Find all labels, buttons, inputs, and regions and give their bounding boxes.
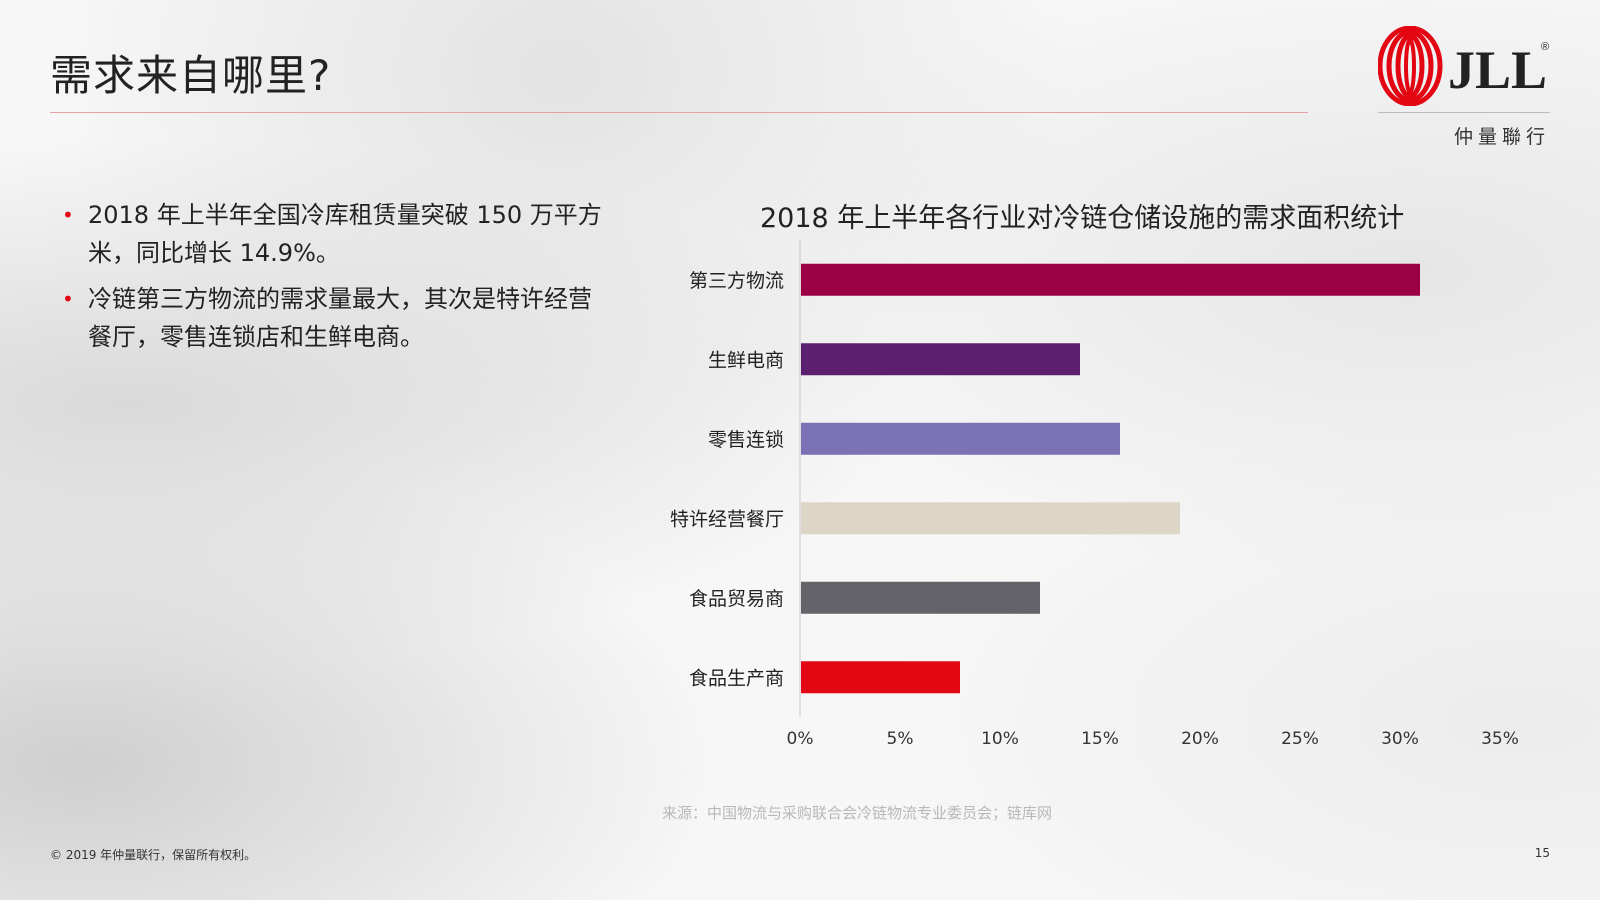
logo-registered-mark: ® — [1541, 41, 1549, 53]
jll-logo-mark: JLL ® — [1377, 25, 1549, 107]
logo-subtitle: 仲量聯行 — [1453, 126, 1550, 148]
category-label: 第三方物流 — [689, 270, 784, 292]
bar-5 — [801, 581, 1040, 614]
bullet-text: 2018 年上半年全国冷库租赁量突破 150 万平方米，同比增长 14.9%。 — [88, 201, 602, 267]
bar-2 — [801, 343, 1080, 376]
x-tick-label: 25% — [1281, 729, 1319, 749]
bar-6 — [801, 661, 960, 694]
bar-1 — [801, 263, 1420, 296]
chart-title: 2018 年上半年各行业对冷链仓储设施的需求面积统计 — [760, 203, 1405, 234]
x-tick-label: 15% — [1081, 729, 1119, 749]
bullet-list: • 2018 年上半年全国冷库租赁量突破 150 万平方米，同比增长 14.9%… — [62, 196, 602, 364]
bullet-item: • 冷链第三方物流的需求量最大，其次是特许经营餐厅，零售连锁店和生鲜电商。 — [62, 280, 602, 356]
bar-3 — [801, 422, 1120, 455]
bar-4 — [801, 502, 1180, 535]
logo-divider — [1378, 112, 1550, 113]
bullet-dot-icon: • — [62, 287, 74, 311]
x-tick-label: 5% — [887, 729, 914, 749]
category-label: 特许经营餐厅 — [670, 508, 784, 530]
category-label: 食品生产商 — [689, 667, 784, 689]
category-label: 食品贸易商 — [689, 588, 784, 610]
bullet-text: 冷链第三方物流的需求量最大，其次是特许经营餐厅，零售连锁店和生鲜电商。 — [88, 285, 592, 351]
x-tick-label: 0% — [787, 729, 814, 749]
source-note: 来源：中国物流与采购联合会冷链物流专业委员会；链库网 — [662, 804, 1053, 822]
page-title: 需求来自哪里? — [50, 51, 332, 100]
category-label: 零售连锁 — [708, 429, 784, 451]
bullet-item: • 2018 年上半年全国冷库租赁量突破 150 万平方米，同比增长 14.9%… — [62, 196, 602, 272]
x-tick-label: 20% — [1181, 729, 1219, 749]
jll-logo: JLL ® 仲量聯行 — [1377, 25, 1550, 148]
category-label: 生鲜电商 — [708, 349, 784, 371]
copyright-text: © 2019 年仲量联行，保留所有权利。 — [50, 848, 257, 862]
logo-wordmark: JLL — [1448, 40, 1547, 100]
page-number: 15 — [1534, 846, 1550, 860]
x-tick-label: 35% — [1481, 729, 1519, 749]
title-divider — [50, 112, 1308, 113]
bullet-dot-icon: • — [62, 203, 74, 227]
x-tick-label: 10% — [981, 729, 1019, 749]
x-tick-label: 30% — [1381, 729, 1419, 749]
